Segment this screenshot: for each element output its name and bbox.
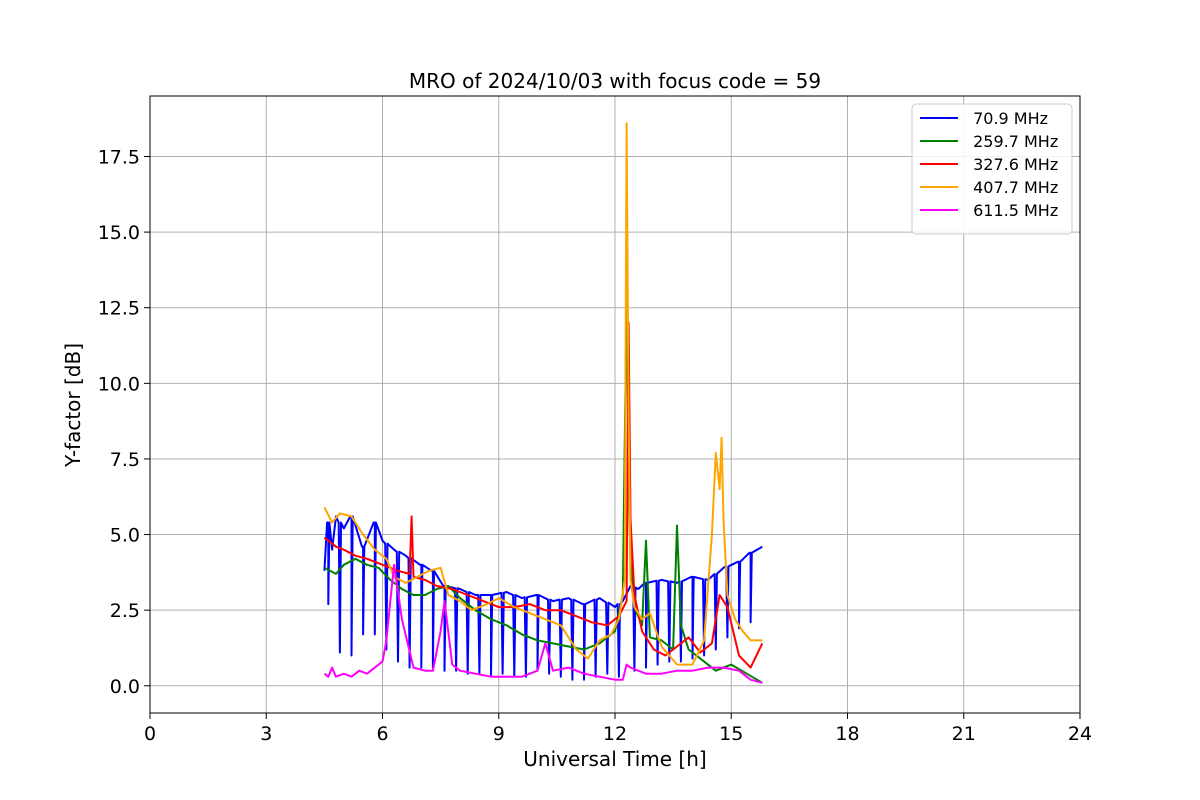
y-axis-ticks: 0.0 2.5 5.0 7.5 10.0 12.5 15.0 17.5 [98, 146, 150, 698]
x-axis-ticks: 0 3 6 9 12 15 18 21 24 [144, 713, 1092, 745]
y-tick-label: 7.5 [110, 449, 140, 471]
x-tick-label: 6 [376, 723, 388, 745]
legend-entry: 259.7 MHz [968, 132, 1058, 151]
y-axis-label: Y-factor [dB] [61, 343, 85, 468]
y-tick-label: 12.5 [98, 298, 140, 320]
y-tick-label: 10.0 [98, 373, 140, 395]
legend-entry: 611.5 MHz [968, 201, 1058, 220]
x-tick-label: 12 [603, 723, 627, 745]
series-line-2 [323, 321, 764, 669]
series-line-4 [323, 563, 763, 684]
chart-title: MRO of 2024/10/03 with focus code = 59 [409, 69, 821, 93]
legend: 70.9 MHz 259.7 MHz 327.6 MHz 407.7 MHz 6… [911, 103, 1073, 235]
x-tick-label: 9 [493, 723, 505, 745]
y-tick-label: 5.0 [110, 525, 140, 547]
x-tick-label: 21 [952, 723, 976, 745]
x-tick-label: 24 [1068, 723, 1092, 745]
x-tick-label: 3 [260, 723, 272, 745]
series-line-3 [323, 122, 763, 666]
x-axis-label: Universal Time [h] [523, 747, 706, 771]
series-layer [323, 122, 764, 684]
x-tick-label: 18 [835, 723, 859, 745]
y-tick-label: 15.0 [98, 222, 140, 244]
y-tick-label: 2.5 [110, 600, 140, 622]
legend-entry: 327.6 MHz [968, 155, 1058, 174]
x-tick-label: 0 [144, 723, 156, 745]
x-tick-label: 15 [719, 723, 743, 745]
y-tick-label: 0.0 [110, 676, 140, 698]
legend-entry: 70.9 MHz [968, 109, 1048, 128]
y-tick-label: 17.5 [98, 146, 140, 168]
legend-entry: 407.7 MHz [968, 178, 1058, 197]
legend-box [911, 103, 1073, 235]
